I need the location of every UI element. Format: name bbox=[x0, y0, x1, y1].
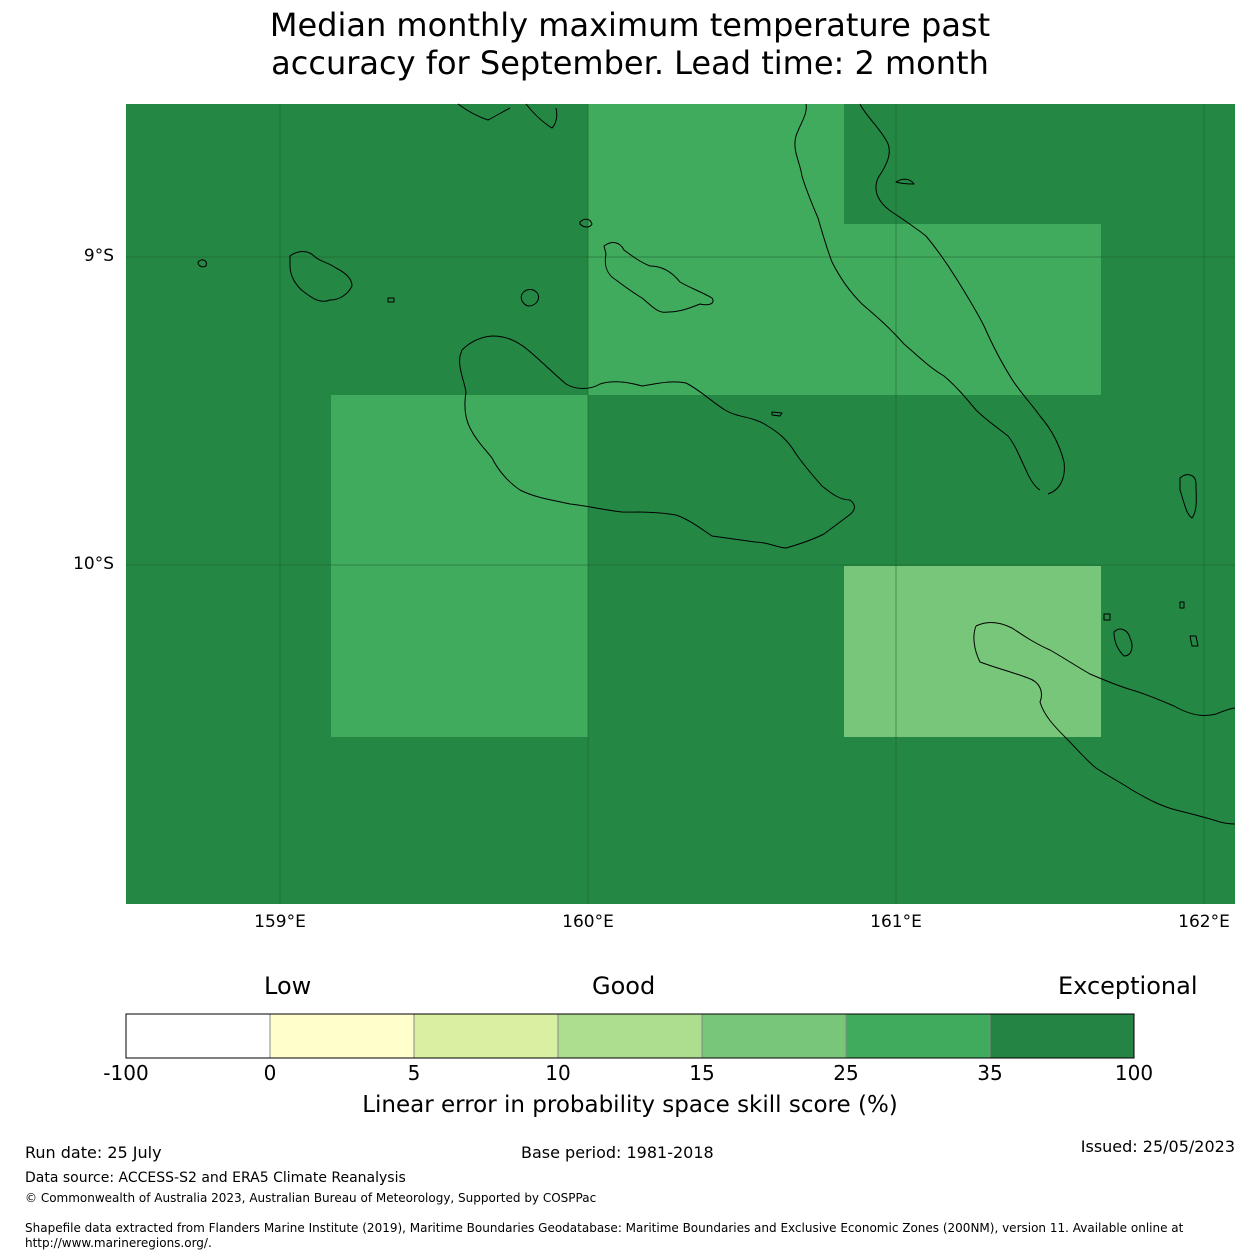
colorbar-swatch bbox=[845, 1013, 991, 1059]
skill-cell-25-35 bbox=[331, 395, 588, 737]
coastline-fragment bbox=[525, 103, 558, 129]
skill-cell-25-35 bbox=[588, 104, 844, 224]
colorbar-tick: 10 bbox=[545, 1061, 571, 1085]
lon-label-160e: 160°E bbox=[562, 912, 614, 932]
lat-label-10s: 10°S bbox=[73, 554, 114, 574]
colorbar-tick: 5 bbox=[407, 1061, 421, 1085]
colorbar-frame bbox=[125, 1013, 1135, 1059]
shapefile-credit-line-2: http://www.marineregions.org/. bbox=[25, 1236, 212, 1250]
coastline-islet bbox=[1103, 613, 1111, 621]
colorbar-swatch bbox=[413, 1013, 559, 1059]
colorbar-swatch bbox=[125, 1013, 271, 1059]
title-line-2: accuracy for September. Lead time: 2 mon… bbox=[271, 44, 989, 82]
colorbar-tick: 100 bbox=[1114, 1061, 1154, 1085]
lat-label-9s: 9°S bbox=[83, 246, 114, 266]
colorbar-tick: 0 bbox=[263, 1061, 277, 1085]
shapefile-credit-line-1: Shapefile data extracted from Flanders M… bbox=[25, 1221, 1184, 1235]
coastline-islet bbox=[197, 259, 207, 268]
coastline-islet bbox=[387, 297, 395, 303]
coastline-makira bbox=[975, 621, 1236, 717]
title-line-1: Median monthly maximum temperature past bbox=[269, 6, 991, 44]
coastline-islet bbox=[895, 178, 915, 185]
coastline-santa-isabel-east bbox=[859, 103, 1065, 495]
colorbar-swatch bbox=[989, 1013, 1135, 1059]
skill-cell-15-25 bbox=[844, 566, 1101, 737]
skill-cell-25-35 bbox=[588, 224, 1101, 395]
lon-label-162e: 162°E bbox=[1178, 912, 1230, 932]
coastline-santa-isabel bbox=[794, 103, 1041, 491]
colorbar-category-low: Low bbox=[264, 972, 312, 1000]
colorbar-category-exceptional: Exceptional bbox=[1058, 972, 1198, 1000]
colorbar-swatch bbox=[701, 1013, 847, 1059]
colorbar-tick: 25 bbox=[833, 1061, 859, 1085]
colorbar-swatch bbox=[269, 1013, 415, 1059]
coastline-islet bbox=[1113, 628, 1133, 657]
colorbar-label: Linear error in probability space skill … bbox=[362, 1092, 898, 1118]
copyright: © Commonwealth of Australia 2023, Austra… bbox=[25, 1191, 597, 1205]
run-date: Run date: 25 July bbox=[25, 1143, 162, 1162]
coastline-florida-islands bbox=[603, 242, 714, 313]
colorbar-category-good: Good bbox=[592, 972, 656, 1000]
coastline-russell-islands bbox=[289, 251, 353, 302]
coastlines bbox=[197, 103, 1236, 825]
coastline-islet bbox=[1179, 474, 1197, 519]
coastline-savo bbox=[520, 289, 539, 307]
data-source: Data source: ACCESS-S2 and ERA5 Climate … bbox=[25, 1170, 406, 1186]
lon-label-159e: 159°E bbox=[254, 912, 306, 932]
issued-date: Issued: 25/05/2023 bbox=[1080, 1137, 1235, 1156]
coastline-islet bbox=[771, 411, 783, 417]
coastline-makira-south bbox=[973, 625, 1236, 825]
colorbar-swatch bbox=[557, 1013, 703, 1059]
base-period: Base period: 1981-2018 bbox=[521, 1143, 714, 1162]
gridlines bbox=[126, 104, 1235, 904]
colorbar-tick: 35 bbox=[977, 1061, 1003, 1085]
coastline-guadalcanal bbox=[459, 335, 855, 549]
colorbar bbox=[125, 1013, 1135, 1059]
colorbar-tick: 15 bbox=[689, 1061, 715, 1085]
coastline-islet bbox=[1179, 601, 1185, 609]
lon-label-161e: 161°E bbox=[870, 912, 922, 932]
coastline-islet bbox=[1189, 635, 1199, 647]
colorbar-tick: -100 bbox=[103, 1061, 149, 1085]
map-title: Median monthly maximum temperature past … bbox=[0, 6, 1260, 82]
coastline-fragment bbox=[457, 103, 511, 121]
coastline-islet bbox=[579, 218, 593, 228]
